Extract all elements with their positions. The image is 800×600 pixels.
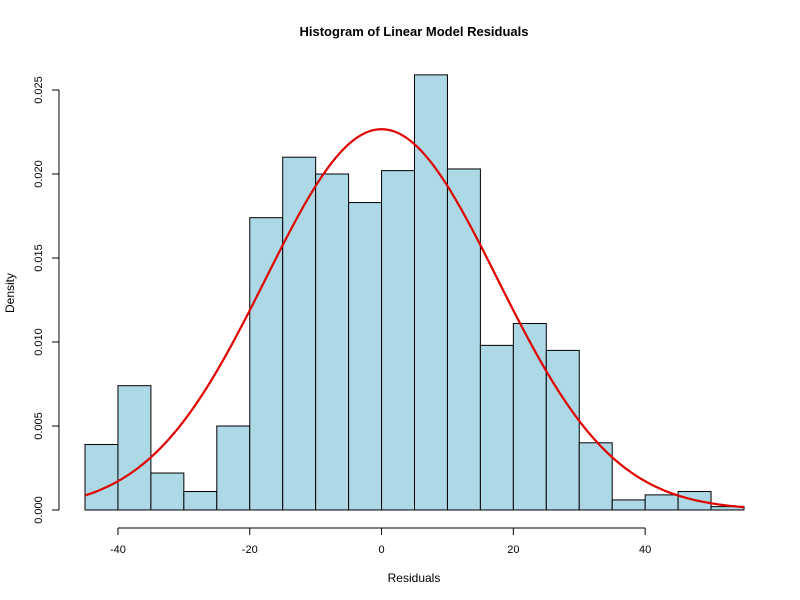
histogram-bar <box>381 170 415 511</box>
histogram-bar <box>216 425 251 511</box>
x-tick-label: 0 <box>378 544 384 556</box>
x-tick-label: -40 <box>110 544 126 556</box>
histogram-bar <box>414 74 448 511</box>
histogram-bar <box>249 217 284 511</box>
histogram-bar <box>479 344 514 511</box>
histogram-bar <box>578 442 613 511</box>
histogram-bar <box>282 156 317 511</box>
y-tick-label: 0.020 <box>33 160 45 188</box>
x-tick-label: 20 <box>507 544 519 556</box>
y-tick-label: 0.025 <box>33 76 45 104</box>
y-tick-label: 0.000 <box>33 496 45 524</box>
density-curve <box>84 128 745 509</box>
y-tick-label: 0.005 <box>33 412 45 440</box>
histogram-bar <box>84 443 119 511</box>
density-curve-group <box>84 128 745 509</box>
histogram-bar <box>150 472 185 511</box>
y-tick-label: 0.010 <box>33 328 45 356</box>
chart-title: Histogram of Linear Model Residuals <box>300 24 529 39</box>
y-axis: 0.000 0.005 0.010 0.015 0.020 0.025 <box>33 76 60 524</box>
histogram-bar <box>446 168 481 511</box>
histogram-bar <box>611 499 646 511</box>
y-tick-label: 0.015 <box>33 244 45 272</box>
histogram-bars <box>84 74 745 511</box>
histogram-bar <box>644 494 679 511</box>
histogram-bar <box>512 323 547 511</box>
histogram-bar <box>117 385 152 511</box>
histogram-bar <box>545 349 580 511</box>
x-axis-label: Residuals <box>388 571 441 585</box>
x-axis: -40 -20 0 20 40 <box>110 527 651 556</box>
histogram-bar <box>348 202 383 511</box>
x-tick-label: 40 <box>639 544 651 556</box>
x-tick-label: -20 <box>242 544 258 556</box>
y-axis-label: Density <box>3 273 17 313</box>
histogram-bar <box>315 173 350 511</box>
histogram-bar <box>183 491 218 511</box>
